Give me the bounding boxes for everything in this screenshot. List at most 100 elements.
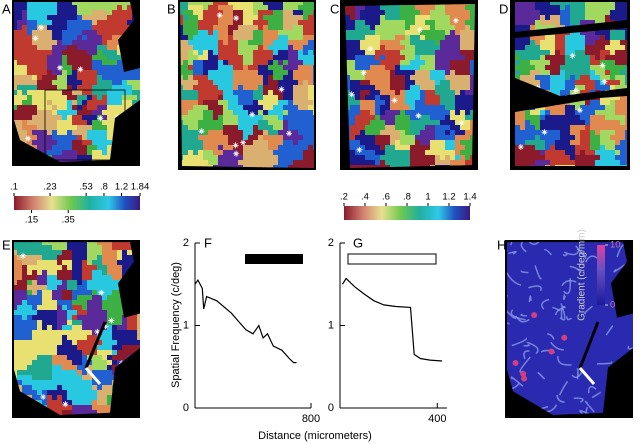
map-patch [112, 95, 118, 101]
map-patch [213, 50, 219, 56]
map-patch [278, 120, 284, 126]
pinwheel-marker [415, 112, 422, 119]
map-patch [67, 70, 73, 76]
pinwheel-marker [25, 135, 32, 142]
gradient-ridge [525, 242, 541, 245]
map-patch [188, 120, 194, 126]
colorbar-tick-label: .53 [80, 182, 93, 193]
map-patch [415, 55, 421, 61]
map-patch [445, 140, 451, 146]
map-patch [540, 155, 546, 161]
map-patch [132, 85, 138, 91]
map-patch [595, 60, 601, 66]
map-patch [97, 375, 103, 381]
map-patch [585, 155, 591, 161]
map-patch [303, 145, 309, 151]
map-patch [415, 105, 421, 111]
map-patch [228, 105, 234, 111]
map-patch [32, 95, 38, 101]
map-patch [303, 125, 309, 131]
map-patch [420, 65, 426, 71]
map-patch [72, 85, 78, 91]
map-patch [87, 145, 93, 151]
map-patch [112, 25, 118, 31]
map-patch [268, 90, 274, 96]
map-patch [117, 305, 123, 311]
map-patch [268, 10, 274, 16]
map-patch [77, 242, 83, 246]
map-patch [117, 310, 123, 316]
map-patch [37, 370, 43, 376]
map-patch [585, 135, 591, 141]
map-patch [14, 270, 18, 276]
map-patch [390, 65, 396, 71]
map-patch [82, 100, 88, 106]
map-patch [420, 160, 426, 166]
map-patch [520, 150, 526, 156]
map-patch [72, 280, 78, 286]
map-patch [425, 135, 431, 141]
map-patch [42, 255, 48, 261]
map-patch [47, 115, 53, 121]
map-patch [203, 15, 209, 21]
map-patch [450, 125, 456, 131]
map-patch [183, 50, 189, 56]
map-patch [42, 330, 48, 336]
map-patch [288, 2, 294, 6]
map-patch [540, 80, 546, 86]
map-patch [102, 145, 108, 151]
map-patch [72, 110, 78, 116]
map-patch [37, 265, 43, 271]
map-patch [67, 5, 73, 11]
map-patch [17, 70, 23, 76]
map-patch [575, 15, 581, 21]
map-patch [465, 65, 471, 71]
map-patch [37, 355, 43, 361]
map-patch [273, 50, 279, 56]
map-patch [27, 125, 33, 131]
map-patch [87, 70, 93, 76]
map-patch [415, 5, 421, 11]
map-patch [107, 335, 113, 341]
map-patch [67, 90, 73, 96]
map-patch [425, 150, 431, 156]
map-patch [610, 165, 616, 166]
map-patch [97, 2, 103, 6]
map-patch [17, 275, 23, 281]
map-patch [263, 65, 269, 71]
map-patch [62, 95, 68, 101]
map-patch [92, 340, 98, 346]
map-patch [102, 40, 108, 46]
map-patch [77, 100, 83, 106]
map-patch [208, 125, 214, 131]
map-patch [248, 20, 254, 26]
map-patch [57, 330, 63, 336]
map-patch [360, 85, 366, 91]
map-patch [303, 70, 309, 76]
map-patch [57, 15, 63, 21]
map-patch [67, 135, 73, 141]
map-patch [405, 65, 411, 71]
map-patch [540, 145, 546, 151]
map-patch [22, 270, 28, 276]
map-patch [370, 100, 376, 106]
gradient-ridge [559, 303, 566, 321]
gradient-ridge [523, 350, 530, 360]
map-patch [465, 160, 471, 166]
map-patch [253, 125, 259, 131]
map-patch [313, 35, 314, 41]
map-patch [122, 2, 128, 6]
map-patch [350, 55, 356, 61]
map-patch [470, 65, 475, 71]
map-patch [32, 255, 38, 261]
map-patch [555, 60, 561, 66]
map-patch [375, 45, 381, 51]
map-patch [440, 160, 446, 166]
map-patch [253, 130, 259, 136]
map-patch [62, 340, 68, 346]
map-patch [445, 95, 451, 101]
map-patch [278, 140, 284, 146]
map-patch [14, 335, 18, 341]
map-patch [72, 365, 78, 371]
map-patch [595, 15, 601, 21]
